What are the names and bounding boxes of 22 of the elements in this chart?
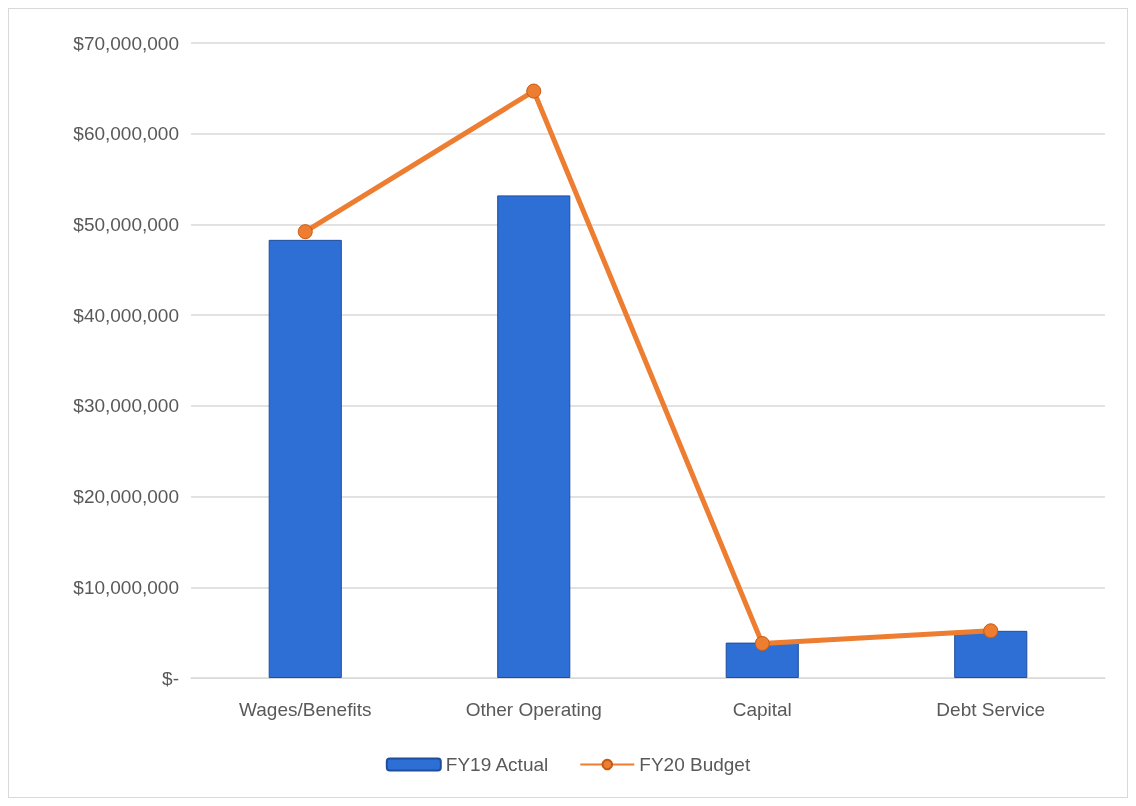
y-tick-label: $50,000,000: [73, 213, 179, 235]
bar: [954, 630, 1028, 678]
y-tick-label: $10,000,000: [73, 576, 179, 598]
y-tick-label: $60,000,000: [73, 123, 179, 145]
x-tick-label: Wages/Benefits: [239, 699, 372, 720]
point: [754, 636, 770, 652]
x-tick-label: Other Operating: [465, 699, 602, 720]
legend-label: FY20 Budget: [639, 754, 751, 775]
bar: [725, 642, 799, 678]
bar: [497, 195, 571, 678]
bar: [268, 239, 342, 678]
y-tick-label: $30,000,000: [73, 395, 179, 417]
point: [297, 224, 313, 240]
x-tick-label: Debt Service: [936, 699, 1046, 720]
y-tick-label: $70,000,000: [73, 32, 179, 54]
point: [526, 83, 542, 99]
y-tick-label: $40,000,000: [73, 304, 179, 326]
y-tick-label: $-: [162, 667, 179, 689]
legend-label: FY19 Actual: [445, 754, 549, 775]
point: [983, 623, 999, 639]
x-tick-label: Capital: [732, 699, 792, 720]
y-tick-label: $20,000,000: [73, 486, 179, 508]
